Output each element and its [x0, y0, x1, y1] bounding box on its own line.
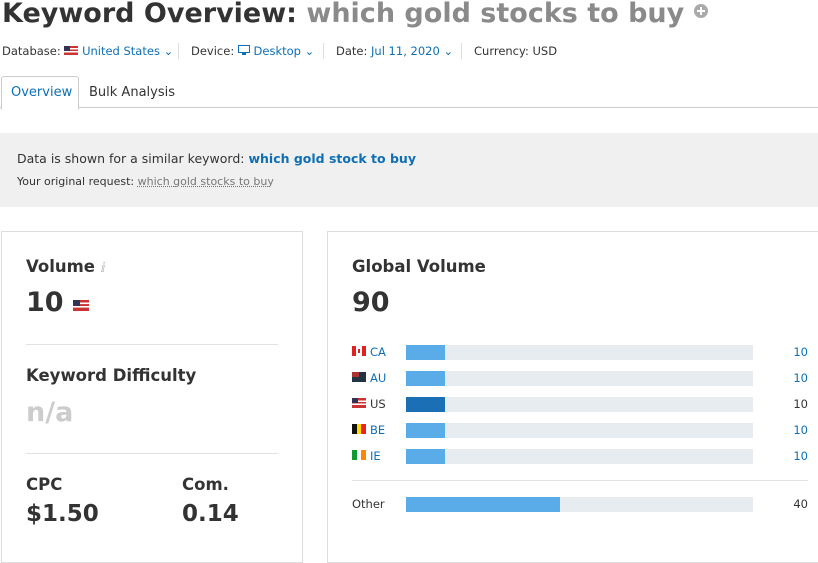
filter-value: United States — [82, 44, 160, 58]
competition-label: Com. — [182, 475, 229, 494]
flag — [352, 346, 366, 356]
volume-bar — [406, 345, 445, 360]
desktop-icon — [237, 45, 250, 55]
keyword: which gold stocks to buy — [306, 0, 685, 29]
volume-label: Volume ​ⅈ — [26, 257, 106, 276]
filter-label: Device: — [191, 44, 235, 58]
filter-value: USD — [532, 44, 558, 58]
filter-database[interactable]: Database: United States ⌄ — [2, 44, 174, 58]
flag — [352, 398, 366, 408]
filter-date[interactable]: Date: Jul 11, 2020 ⌄ — [336, 44, 454, 58]
country-code: US — [370, 397, 386, 411]
country-code[interactable]: BE — [370, 423, 386, 437]
volume-bar — [406, 371, 445, 386]
flag — [352, 372, 366, 382]
notice-label: Data is shown for a similar keyword: — [17, 151, 245, 166]
bar-track — [406, 449, 753, 464]
label: Volume — [26, 257, 95, 276]
filter-label: Currency: — [474, 44, 529, 58]
country-row: AU 10 — [352, 371, 808, 387]
bar-track — [406, 397, 753, 412]
cpc-label: CPC — [26, 475, 63, 494]
title: Keyword Overview: — [2, 0, 297, 29]
country-code[interactable]: IE — [370, 449, 381, 463]
original-label: Your original request: — [17, 175, 135, 188]
flag — [352, 424, 366, 434]
metrics-card — [1, 231, 303, 563]
volume-bar — [406, 449, 445, 464]
flag — [352, 450, 366, 460]
flag — [64, 46, 79, 55]
filter-label: Date: — [336, 44, 368, 58]
volume-bar — [406, 423, 445, 438]
competition-value: 0.14 — [182, 501, 239, 527]
filter-currency: Currency: USD — [474, 44, 557, 58]
country-value: 10 — [793, 397, 808, 411]
country-row: US 10 — [352, 397, 808, 413]
filter-value: Desktop — [253, 44, 301, 58]
notice-text: Data is shown for a similar keyword: whi… — [17, 151, 416, 166]
country-row: IE 10 — [352, 449, 808, 465]
volume-bar — [406, 497, 561, 512]
country-code[interactable]: AU — [370, 371, 387, 385]
country-value[interactable]: 10 — [793, 345, 808, 359]
bar-track — [406, 423, 753, 438]
bar-track — [406, 371, 753, 386]
filter-device[interactable]: Device: Desktop ⌄ — [191, 44, 315, 58]
other-label: Other — [352, 497, 385, 511]
country-value[interactable]: 10 — [793, 423, 808, 437]
cpc-value: $1.50 — [26, 501, 99, 527]
original-keyword[interactable]: which gold stocks to buy — [137, 175, 274, 188]
tab-line — [0, 107, 818, 108]
flag — [72, 300, 89, 311]
notice-keyword[interactable]: which gold stock to buy — [248, 151, 416, 166]
difficulty-value: n/a — [26, 397, 74, 428]
volume-bar — [406, 397, 445, 412]
other-value: 40 — [793, 497, 808, 511]
country-row: BE 10 — [352, 423, 808, 439]
country-code[interactable]: CA — [370, 345, 386, 359]
country-row: CA 10 — [352, 345, 808, 361]
bar-track — [406, 497, 753, 512]
add-icon[interactable] — [693, 4, 708, 18]
tab[interactable]: Overview — [11, 85, 73, 100]
difficulty-label: Keyword Difficulty — [26, 366, 197, 385]
country-value[interactable]: 10 — [793, 371, 808, 385]
filter-value: Jul 11, 2020 — [371, 44, 440, 58]
tab[interactable]: Bulk Analysis — [89, 85, 175, 100]
bar-track — [406, 345, 753, 360]
other-row: Other 40 — [352, 497, 808, 513]
value: 10 — [26, 287, 64, 318]
global-volume-value: 90 — [352, 287, 390, 318]
filter-label: Database: — [2, 44, 61, 58]
tab-active-bg — [1, 76, 79, 110]
country-value[interactable]: 10 — [793, 449, 808, 463]
volume-value: 10 — [26, 287, 89, 318]
notice — [0, 133, 818, 207]
notice-original: Your original request: which gold stocks… — [17, 175, 274, 188]
page-title: Keyword Overview: which gold stocks to b… — [2, 0, 708, 29]
global-volume-label: Global Volume — [352, 257, 486, 276]
